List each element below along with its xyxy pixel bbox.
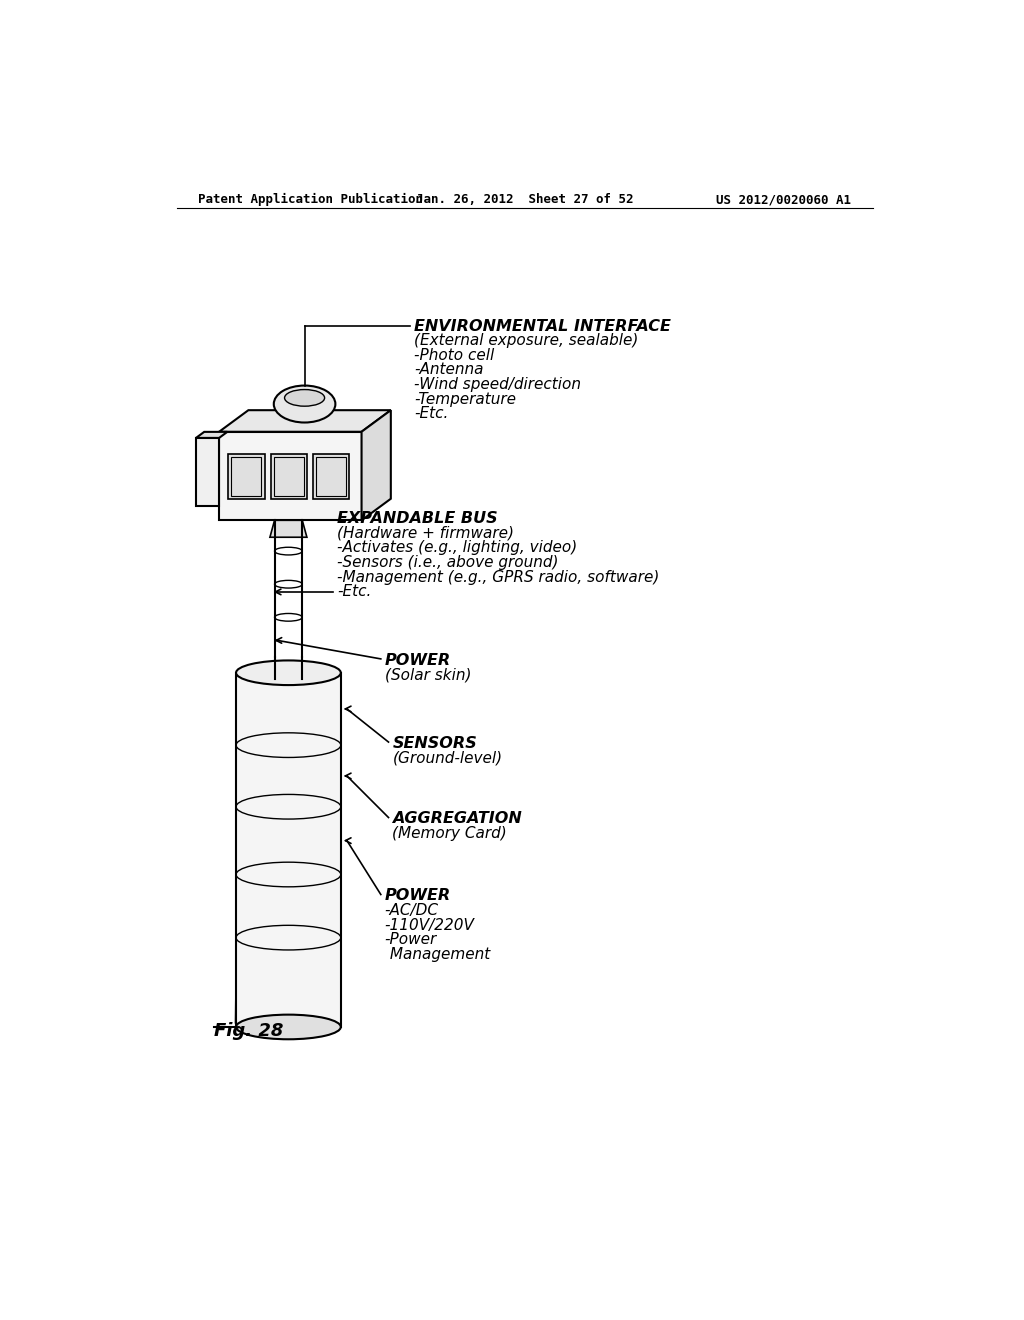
Text: Management: Management xyxy=(385,946,489,962)
Polygon shape xyxy=(196,432,227,438)
Text: -Etc.: -Etc. xyxy=(337,585,372,599)
Polygon shape xyxy=(219,432,361,520)
Ellipse shape xyxy=(273,385,336,422)
Text: -Wind speed/direction: -Wind speed/direction xyxy=(414,378,581,392)
Text: -110V/220V: -110V/220V xyxy=(385,917,474,933)
Text: AGGREGATION: AGGREGATION xyxy=(392,812,522,826)
Text: (Memory Card): (Memory Card) xyxy=(392,826,507,841)
Polygon shape xyxy=(361,411,391,520)
Polygon shape xyxy=(196,438,219,507)
Text: -Antenna: -Antenna xyxy=(414,363,483,378)
Polygon shape xyxy=(219,411,391,432)
Text: -AC/DC: -AC/DC xyxy=(385,903,438,917)
Text: Fig. 28: Fig. 28 xyxy=(214,1022,283,1040)
Text: (Ground-level): (Ground-level) xyxy=(392,751,503,766)
Text: -Temperature: -Temperature xyxy=(414,392,516,407)
Polygon shape xyxy=(237,673,341,1027)
Polygon shape xyxy=(313,454,349,499)
Polygon shape xyxy=(270,520,307,537)
Text: (Hardware + firmware): (Hardware + firmware) xyxy=(337,525,514,541)
Text: -Etc.: -Etc. xyxy=(414,407,449,421)
Text: (External exposure, sealable): (External exposure, sealable) xyxy=(414,333,638,348)
Text: -Management (e.g., GPRS radio, software): -Management (e.g., GPRS radio, software) xyxy=(337,570,659,585)
Ellipse shape xyxy=(237,660,341,685)
Text: POWER: POWER xyxy=(385,653,451,668)
Text: -Activates (e.g., lighting, video): -Activates (e.g., lighting, video) xyxy=(337,540,578,556)
Polygon shape xyxy=(228,454,264,499)
Text: Jan. 26, 2012  Sheet 27 of 52: Jan. 26, 2012 Sheet 27 of 52 xyxy=(416,193,634,206)
Polygon shape xyxy=(270,454,307,499)
Text: (Solar skin): (Solar skin) xyxy=(385,668,471,682)
Text: ENVIRONMENTAL INTERFACE: ENVIRONMENTAL INTERFACE xyxy=(414,318,671,334)
Text: SENSORS: SENSORS xyxy=(392,737,477,751)
Ellipse shape xyxy=(237,1015,341,1039)
Text: POWER: POWER xyxy=(385,888,451,903)
Text: EXPANDABLE BUS: EXPANDABLE BUS xyxy=(337,511,498,527)
Text: -Power: -Power xyxy=(385,932,437,948)
Ellipse shape xyxy=(285,389,325,407)
Text: US 2012/0020060 A1: US 2012/0020060 A1 xyxy=(716,193,851,206)
Text: Patent Application Publication: Patent Application Publication xyxy=(199,193,423,206)
Text: -Sensors (i.e., above ground): -Sensors (i.e., above ground) xyxy=(337,554,558,570)
Text: -Photo cell: -Photo cell xyxy=(414,348,495,363)
